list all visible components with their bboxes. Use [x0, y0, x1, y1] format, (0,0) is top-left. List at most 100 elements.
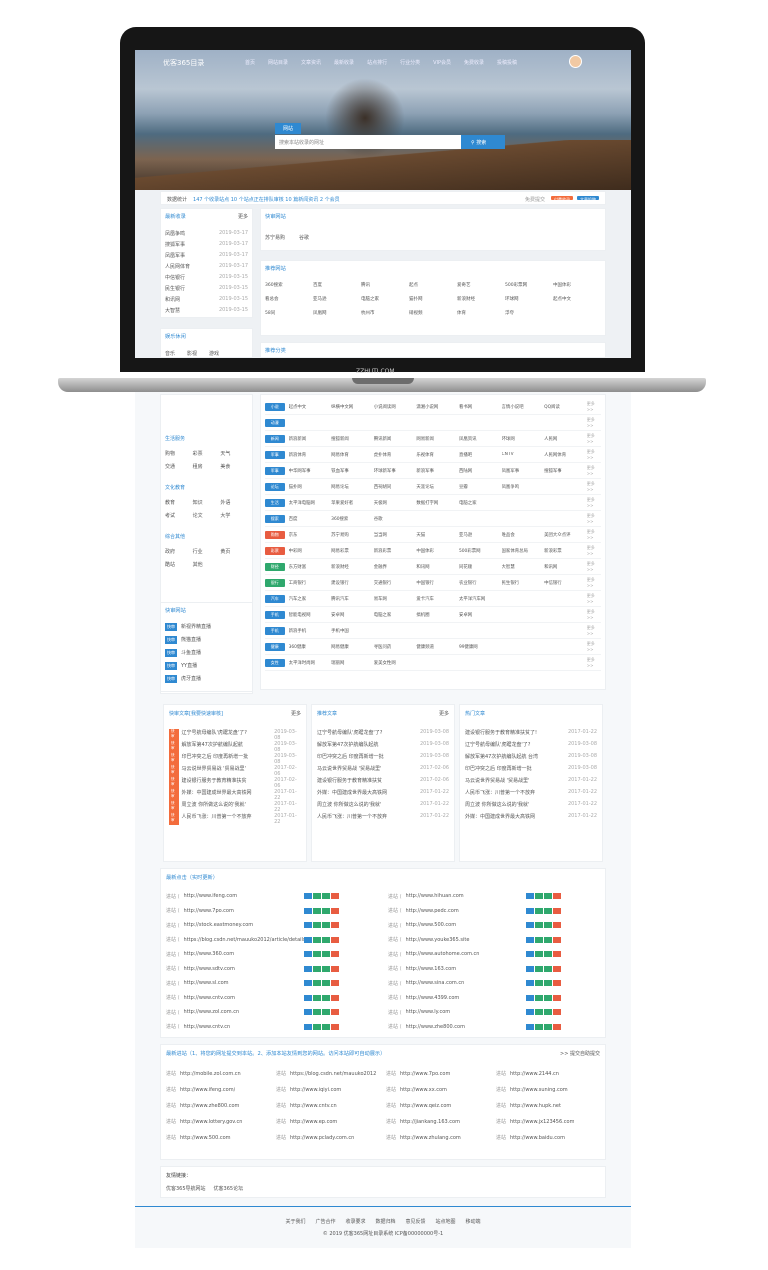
directory-link[interactable]: 猫扑网 [288, 484, 302, 490]
directory-link[interactable]: 小说阅读网 [373, 404, 396, 410]
click-url[interactable]: http://www.500.com [405, 922, 457, 929]
click-url[interactable]: http://www.sdtv.com [183, 965, 235, 972]
recent-item[interactable]: 凤凰军事 2019-03-17 [165, 252, 248, 263]
recommend-link[interactable]: 浮夸 [505, 311, 514, 316]
nav-item[interactable]: VIP会员 [433, 60, 452, 66]
more-link[interactable]: 更多>> [586, 625, 595, 636]
article-item[interactable]: 人民币飞涨：川普第一个不放弃 2017-01-22 [465, 789, 597, 801]
recent-name[interactable]: 中信银行 [165, 275, 186, 281]
article-item[interactable]: 快审 人民币飞涨：川普第一个不放弃 2017-01-22 [169, 813, 301, 825]
directory-link[interactable]: 天涯论坛 [416, 484, 434, 490]
latest-item[interactable]: 进站 http://www.zhulang.com [386, 1131, 490, 1144]
click-url[interactable]: http://stock.eastmoney.com [183, 922, 254, 929]
category-link[interactable]: 酷站 [165, 562, 176, 568]
article-title[interactable]: 解放军第47次护航编队起航 [181, 742, 243, 748]
recommend-link[interactable]: 360搜索 [265, 283, 283, 288]
directory-link[interactable]: 爱美女性网 [373, 660, 396, 666]
article-title[interactable]: 辽宁号航母编队'虎踞龙盘'了? [465, 742, 531, 748]
category-link[interactable]: 租房 [192, 464, 203, 470]
directory-link[interactable]: 铁血军事 [331, 468, 349, 474]
fast-side-link[interactable]: 斗鱼直播 [181, 650, 202, 656]
directory-link[interactable]: 乐视体育 [416, 452, 434, 458]
recent-name[interactable]: 搜狐军事 [165, 242, 186, 248]
article-title[interactable]: 印巴冲突之后 印度再新增一批 [317, 754, 384, 760]
article-item[interactable]: 建设银行服务于教育精准扶贫了! 2017-01-22 [465, 729, 597, 741]
article-title[interactable]: 外媒：中国建成世界最大高铁网 [181, 790, 252, 796]
article-item[interactable]: 解放军第47次护航编队起航 2019-03-08 [317, 741, 449, 753]
more-link[interactable]: 更多>> [586, 593, 595, 604]
recommend-link[interactable]: 看总会 [265, 297, 279, 302]
recent-item[interactable]: 凤凰争鸣 2019-03-17 [165, 230, 248, 241]
category-link[interactable]: 音乐 [165, 351, 176, 357]
latest-item[interactable]: 进站 http://www.xx.com [386, 1083, 490, 1096]
more-link[interactable]: 更多>> [586, 545, 595, 556]
article-title[interactable]: 马云说世界贸易战 '贸易战里' [465, 778, 530, 784]
more-link[interactable]: 更多>> [586, 449, 595, 460]
recent-more[interactable]: 更多 [237, 214, 248, 220]
category-link[interactable]: 行业 [192, 549, 203, 555]
article-item[interactable]: 快审 周立波 你所做这么说的'我就' 2017-01-22 [169, 801, 301, 813]
latest-item[interactable]: 进站 http://www.jx123456.com [496, 1115, 600, 1128]
directory-link[interactable]: 360搜索 [331, 516, 349, 522]
directory-link[interactable]: 天猫 [416, 532, 426, 538]
directory-link[interactable]: 京东 [288, 532, 298, 538]
recent-name[interactable]: 民生银行 [165, 286, 186, 292]
latest-url[interactable]: http://www.lottery.gov.cn [180, 1118, 243, 1125]
directory-link[interactable]: 人民网体育 [544, 452, 567, 458]
directory-link[interactable]: 苹果爱好者 [331, 500, 354, 506]
directory-link[interactable]: 太平洋时尚网 [288, 660, 315, 666]
article-title[interactable]: 周立波 你所做这么说的'我就' [181, 802, 246, 808]
directory-link[interactable]: 工商银行 [288, 580, 307, 586]
click-row[interactable]: 进站 ⟨ https://blog.csdn.net/mauuko2012/art… [166, 933, 378, 948]
directory-link[interactable]: 新浪新闻 [288, 436, 307, 442]
directory-link[interactable]: 潇湘小说网 [416, 404, 439, 410]
category-link[interactable]: 购物 [165, 451, 176, 457]
directory-link[interactable]: 国家体育总局 [501, 548, 528, 554]
latest-item[interactable]: 进站 http://www.ep.com [276, 1115, 380, 1128]
click-url[interactable]: https://blog.csdn.net/mauuko2012/article… [183, 936, 304, 943]
directory-link[interactable]: 中国银行 [416, 580, 434, 586]
recent-item[interactable]: 大智慧 2019-03-15 [165, 307, 248, 318]
article-title[interactable]: 周立波 你所做这么说的'我就' [465, 802, 530, 808]
latest-item[interactable]: 进站 http://www.hupk.net [496, 1099, 600, 1112]
category-link[interactable]: 论文 [192, 513, 203, 519]
nav-item[interactable]: 站点排行 [367, 60, 388, 66]
article-title[interactable]: 辽宁号航母编队'虎踞龙盘'了? [317, 730, 383, 736]
directory-link[interactable]: 建设银行 [331, 580, 349, 586]
latest-url[interactable]: http://www.qeiz.com [400, 1102, 452, 1109]
directory-link[interactable]: 环球网 [501, 436, 515, 442]
recommend-link[interactable]: 起点中文 [553, 297, 571, 302]
article-title[interactable]: 周立波 你所做这么说的'我就' [317, 802, 382, 808]
article-item[interactable]: 快审 印巴冲突之后 印度再新增一批 2019-03-08 [169, 753, 301, 765]
directory-link[interactable]: 起点中文 [288, 404, 307, 410]
directory-link[interactable]: QQ阅读 [544, 404, 560, 410]
article-more[interactable]: 更多 [290, 711, 301, 717]
category-link[interactable]: 知识 [192, 500, 203, 506]
latest-item[interactable]: 进站 http://mobile.zol.com.cn [166, 1067, 270, 1080]
click-url[interactable]: http://www.zol.com.cn [183, 1009, 240, 1016]
latest-url[interactable]: http://www.ifeng.com/ [180, 1086, 236, 1093]
directory-link[interactable]: 和讯网 [544, 564, 558, 570]
latest-url[interactable]: http://www.baidu.com [510, 1134, 565, 1141]
article-item[interactable]: 快审 辽宁号航母编队'虎踞龙盘'了? 2019-03-08 [169, 729, 301, 741]
free-submit-link[interactable]: 免费提交 [524, 197, 545, 203]
more-link[interactable]: 更多>> [586, 497, 595, 508]
brand-logo[interactable]: 优客365目录 [163, 59, 205, 67]
click-url[interactable]: http://www.cntv.com [183, 994, 235, 1001]
recommend-link[interactable]: 爱奇艺 [457, 283, 471, 288]
post-article-button[interactable]: 文章投稿 [577, 196, 599, 202]
click-url[interactable]: http://www.youke365.site [405, 936, 470, 943]
click-row[interactable]: 进站 ⟨ http://www.zhe800.com [388, 1020, 600, 1035]
click-row[interactable]: 进站 ⟨ http://www.cntv.com [166, 991, 378, 1006]
nav-item[interactable]: 投稿投稿 [497, 60, 518, 66]
directory-link[interactable]: 安卓网 [331, 612, 345, 618]
latest-item[interactable]: 进站 http://www.zhe800.com [166, 1099, 270, 1112]
category-link[interactable]: 教育 [165, 500, 176, 506]
latest-url[interactable]: http://www.suning.com [510, 1086, 568, 1093]
more-link[interactable]: 更多>> [586, 609, 595, 620]
latest-item[interactable]: 进站 http://www.cntv.cn [276, 1099, 380, 1112]
more-link[interactable]: 更多>> [586, 465, 595, 476]
click-url[interactable]: http://www.4399.com [405, 994, 460, 1001]
click-row[interactable]: 进站 ⟨ http://www.4399.com [388, 991, 600, 1006]
directory-link[interactable]: 凤凰军事 [501, 468, 520, 474]
